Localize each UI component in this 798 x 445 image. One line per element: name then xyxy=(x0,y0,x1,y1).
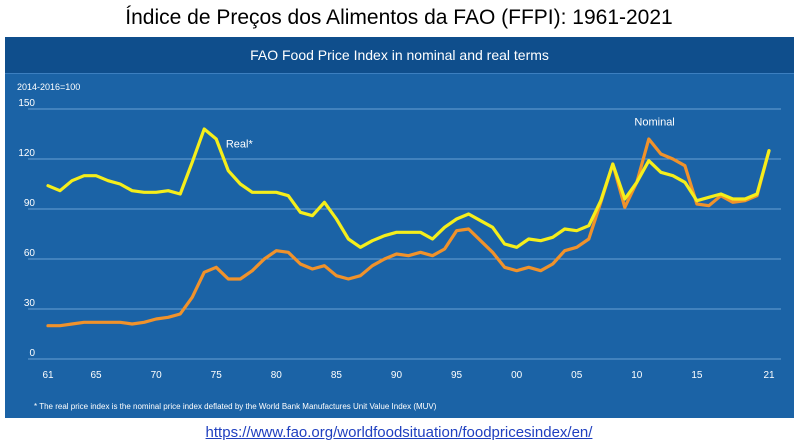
x-tick-label: 00 xyxy=(511,370,523,381)
x-tick-label: 65 xyxy=(91,370,103,381)
y-tick-label: 0 xyxy=(29,348,35,359)
x-tick-label: 70 xyxy=(151,370,163,381)
x-tick-label: 80 xyxy=(271,370,283,381)
chart-title: FAO Food Price Index in nominal and real… xyxy=(5,37,794,74)
x-tick-label: 05 xyxy=(571,370,583,381)
line-chart: 2014-2016=100 0 30 60 90 120 150 61 65 70 75 80 85… xyxy=(17,82,781,411)
x-tick-label: 21 xyxy=(763,370,775,381)
y-tick-label: 90 xyxy=(24,198,36,209)
x-axis-ticks: 61 65 70 75 80 85 90 95 00 05 10 15 21 xyxy=(42,370,775,381)
annotation-nominal: Nominal xyxy=(634,117,674,129)
x-tick-label: 75 xyxy=(211,370,223,381)
y-axis-ticks: 0 30 60 90 120 150 xyxy=(18,98,35,359)
footnote: * The real price index is the nominal pr… xyxy=(34,402,437,411)
x-tick-label: 61 xyxy=(42,370,54,381)
series-lines xyxy=(46,127,771,328)
page-title: Índice de Preços dos Alimentos da FAO (F… xyxy=(125,6,673,29)
series-line-nominal xyxy=(46,137,771,328)
series-annotations: Real* Nominal xyxy=(226,117,675,151)
y-tick-label: 150 xyxy=(18,98,35,109)
grid-lines xyxy=(28,108,781,360)
y-tick-label: 30 xyxy=(24,298,36,309)
y-tick-label: 120 xyxy=(18,148,35,159)
series-line-real xyxy=(46,127,771,249)
x-tick-label: 95 xyxy=(451,370,463,381)
x-tick-label: 15 xyxy=(691,370,703,381)
annotation-real: Real* xyxy=(226,138,254,150)
source-link[interactable]: https://www.fao.org/worldfoodsituation/f… xyxy=(205,424,593,441)
unit-label: 2014-2016=100 xyxy=(17,82,80,92)
chart-panel: FAO Food Price Index in nominal and real… xyxy=(5,37,794,418)
x-tick-label: 10 xyxy=(631,370,643,381)
y-tick-label: 60 xyxy=(24,248,36,259)
x-tick-label: 85 xyxy=(331,370,343,381)
x-tick-label: 90 xyxy=(391,370,403,381)
